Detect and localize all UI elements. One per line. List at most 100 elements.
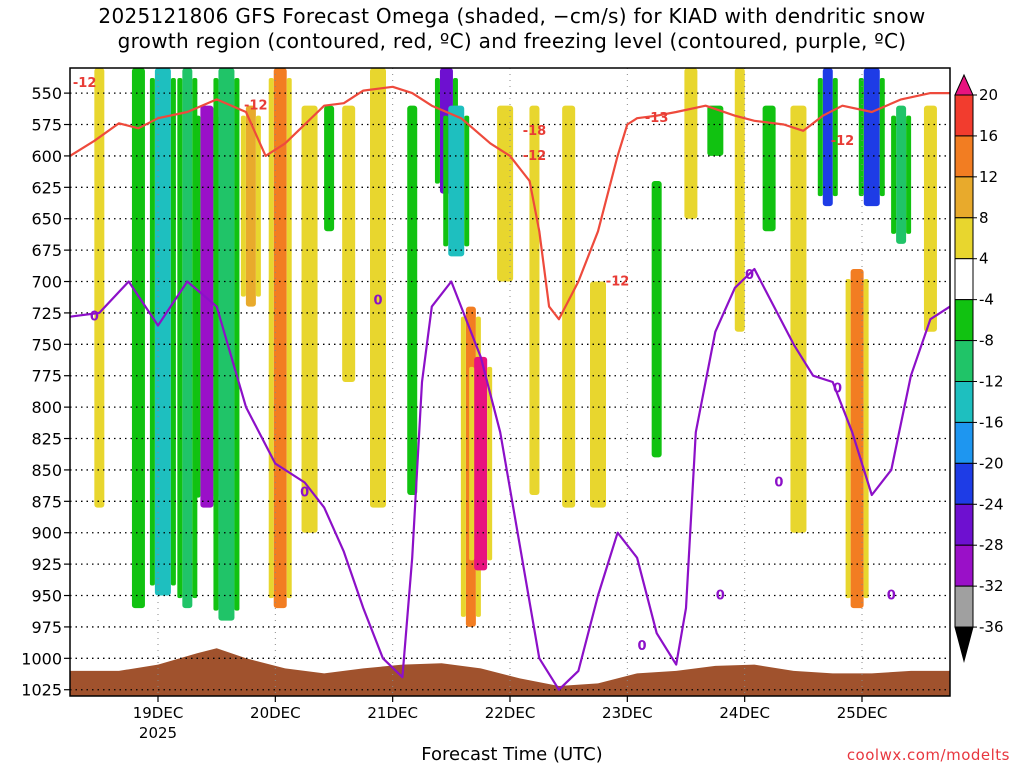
x-tick-label-25DEC: 25DEC <box>837 704 888 722</box>
colorbar-swatch <box>954 176 974 219</box>
omega-column <box>342 105 356 383</box>
x-tick-label-22DEC: 22DEC <box>485 704 536 722</box>
omega-column <box>529 105 540 496</box>
dgz-contour-label: -12 <box>606 275 630 290</box>
colorbar-swatch <box>954 94 974 137</box>
omega-column-edge <box>434 78 440 184</box>
y-tick-label-750: 750 <box>31 335 62 354</box>
omega-column <box>863 68 880 207</box>
omega-column <box>273 68 287 609</box>
y-tick-label-800: 800 <box>31 398 62 417</box>
omega-column <box>707 105 724 156</box>
pressure-gridlines <box>70 68 950 696</box>
colorbar-label: -8 <box>979 332 994 350</box>
y-tick-label-900: 900 <box>31 524 62 543</box>
colorbar-swatch <box>954 217 974 260</box>
dgz-contour-label: -13 <box>645 111 669 126</box>
colorbar-label: 16 <box>979 127 998 145</box>
omega-column-edge <box>858 78 864 197</box>
omega-column <box>923 105 937 332</box>
y-tick-label-925: 925 <box>31 555 62 574</box>
y-tick-label-600: 600 <box>31 147 62 166</box>
omega-column <box>497 105 514 282</box>
omega-column-edge <box>817 78 823 197</box>
terrain-layer <box>70 648 950 696</box>
dgz-contour-label: -12 <box>831 134 855 149</box>
colorbar-bottom-arrow <box>954 626 974 664</box>
colorbar-label: 4 <box>979 250 989 268</box>
freezing-contour-label: 0 <box>887 589 896 604</box>
omega-column <box>324 105 335 232</box>
y-axis: 550 575 600 625 650 675 700 725 750 775 800 825 850 8… <box>21 84 70 700</box>
colorbar-label: -36 <box>979 618 1004 636</box>
omega-column-edge <box>879 78 885 197</box>
colorbar-swatch <box>954 462 974 505</box>
y-tick-label-850: 850 <box>31 461 62 480</box>
colorbar-label: 20 <box>979 86 998 104</box>
colorbar-label: -24 <box>979 495 1004 513</box>
surface-terrain <box>70 648 950 696</box>
omega-column <box>301 105 318 533</box>
omega-column-edge <box>906 115 912 234</box>
omega-column <box>407 105 418 496</box>
y-tick-label-950: 950 <box>31 587 62 606</box>
freezing-contour-label: 0 <box>716 589 725 604</box>
omega-column <box>200 105 214 508</box>
freezing-level-contour-line <box>70 267 950 691</box>
y-tick-label-825: 825 <box>31 430 62 449</box>
y-tick-label-1025: 1025 <box>21 681 62 700</box>
omega-column-edge <box>170 78 176 586</box>
omega-column <box>474 356 488 571</box>
omega-column-edge <box>460 316 466 617</box>
omega-column <box>154 68 171 596</box>
x-tick-label-19DEC: 19DEC <box>133 704 184 722</box>
y-tick-label-1000: 1000 <box>21 649 62 668</box>
omega-column <box>562 105 576 508</box>
omega-column-edge <box>177 78 183 599</box>
omega-column <box>218 68 235 621</box>
omega-column <box>182 68 193 609</box>
omega-column <box>590 281 606 508</box>
freezing-contour-label: 0 <box>833 381 842 396</box>
omega-column <box>448 105 465 257</box>
omega-column-edge <box>149 78 155 586</box>
colorbar-label: -20 <box>979 454 1004 472</box>
omega-column-edge <box>487 366 493 561</box>
y-tick-label-550: 550 <box>31 84 62 103</box>
colorbar-label: 12 <box>979 168 998 186</box>
omega-column-edge <box>845 278 851 599</box>
omega-column-edge <box>891 115 897 234</box>
omega-column-edge <box>469 366 475 561</box>
omega-column-edge <box>863 278 869 599</box>
x-axis: 19DEC 2025 20DEC 21DEC 22DEC 23DEC 24DEC 25DEC <box>133 696 888 742</box>
colorbar-label: -4 <box>979 291 994 309</box>
x-tick-label-21DEC: 21DEC <box>367 704 418 722</box>
freezing-contour-label: 0 <box>300 486 309 501</box>
y-tick-label-650: 650 <box>31 210 62 229</box>
colorbar-label: -16 <box>979 413 1004 431</box>
y-tick-label-775: 775 <box>31 367 62 386</box>
omega-column-edge <box>195 115 201 498</box>
colorbar-label: -32 <box>979 577 1004 595</box>
colorbar-swatch <box>954 299 974 342</box>
omega-column <box>790 105 807 533</box>
omega-column-edge <box>255 115 261 297</box>
colorbar: 20 16 12 8 4 -4 -8 -12 -16 -20 -24 -28 -32 -36 <box>954 73 1004 664</box>
colorbar-swatch <box>954 381 974 423</box>
omega-column <box>762 105 776 232</box>
omega-column-edge <box>240 115 246 297</box>
dgz-contour-label: -12 <box>73 76 97 91</box>
freezing-contour-label: 0 <box>745 268 754 283</box>
y-tick-label-700: 700 <box>31 273 62 292</box>
omega-column-edge <box>286 78 292 599</box>
y-tick-label-575: 575 <box>31 116 62 135</box>
omega-column <box>245 105 256 307</box>
omega-column-edge <box>443 115 449 247</box>
colorbar-swatch <box>954 340 974 383</box>
y-tick-label-725: 725 <box>31 304 62 323</box>
omega-column <box>822 68 833 207</box>
chart-title: 2025121806 GFS Forecast Omega (shaded, −… <box>0 4 1024 54</box>
credit-text[interactable]: coolwx.com/modelts <box>846 746 1010 764</box>
x-tick-sublabel-19DEC: 2025 <box>139 724 177 742</box>
